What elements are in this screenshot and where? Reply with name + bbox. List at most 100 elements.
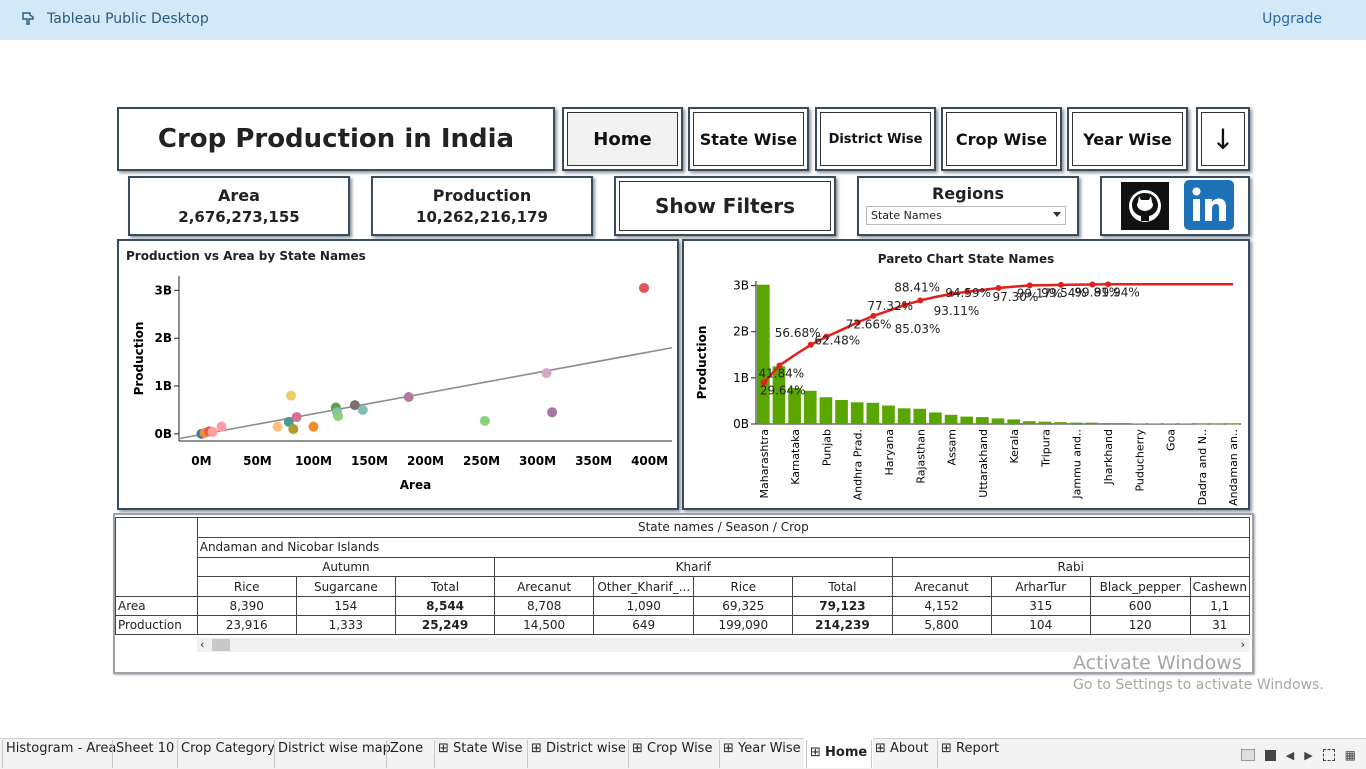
pareto-line-point[interactable] xyxy=(760,379,767,386)
pareto-bar[interactable] xyxy=(866,402,880,424)
pareto-bar[interactable] xyxy=(976,417,989,424)
scatter-point[interactable] xyxy=(403,392,414,402)
github-icon[interactable] xyxy=(1121,182,1169,230)
sheet-tab[interactable]: ⊞ Year Wise xyxy=(723,741,801,756)
pareto-line-point[interactable] xyxy=(964,288,971,295)
scatter-x-tick-label: 150M xyxy=(351,454,388,468)
pareto-bar[interactable] xyxy=(757,284,770,424)
nav-year-wise-button[interactable]: Year Wise xyxy=(1067,107,1188,171)
regions-dropdown[interactable]: State Names xyxy=(866,206,1066,225)
prev-sheet-icon[interactable]: ◀ xyxy=(1285,748,1295,762)
horizontal-scrollbar[interactable]: ‹ › xyxy=(197,638,1249,652)
scatter-point[interactable] xyxy=(216,421,227,432)
scatter-point[interactable] xyxy=(541,368,552,379)
sheet-tab[interactable]: ⊞ Report xyxy=(941,741,999,756)
pareto-bar[interactable] xyxy=(1007,419,1020,424)
pareto-bar[interactable] xyxy=(803,390,817,424)
pareto-line-point[interactable] xyxy=(917,297,924,304)
scroll-right-icon[interactable]: › xyxy=(1240,638,1245,651)
dashboard-icon: ⊞ xyxy=(632,741,648,756)
scrollbar-thumb[interactable] xyxy=(212,639,230,651)
scatter-point[interactable] xyxy=(547,407,558,418)
pareto-bar[interactable] xyxy=(819,397,833,424)
pareto-line-point[interactable] xyxy=(854,319,861,326)
scroll-left-icon[interactable]: ‹ xyxy=(200,638,205,651)
scatter-point[interactable] xyxy=(272,421,283,432)
scatter-point[interactable] xyxy=(286,390,297,401)
pareto-bar[interactable] xyxy=(772,366,786,424)
pareto-bar[interactable] xyxy=(1148,423,1161,425)
pareto-bar[interactable] xyxy=(788,388,801,424)
production-kpi-card: Production 10,262,216,179 xyxy=(371,176,593,236)
pareto-bar[interactable] xyxy=(960,416,974,424)
pareto-bar[interactable] xyxy=(1226,423,1239,425)
pareto-bar[interactable] xyxy=(913,408,927,424)
sheet-tab[interactable]: ⊞ Home xyxy=(804,738,874,768)
scatter-point[interactable] xyxy=(357,404,368,415)
pareto-bar[interactable] xyxy=(1085,422,1099,424)
pareto-bar[interactable] xyxy=(897,408,911,424)
pareto-bar[interactable] xyxy=(1022,421,1036,424)
nav-home-button[interactable]: Home xyxy=(562,107,683,171)
sheet-tab[interactable]: Sheet 10 xyxy=(116,741,174,756)
sheet-tab[interactable]: ⊞ Crop Wise xyxy=(632,741,712,756)
sheet-tab[interactable]: Zone xyxy=(390,741,423,756)
pareto-bar[interactable] xyxy=(835,400,848,424)
show-filters-button[interactable]: Show Filters xyxy=(614,176,836,236)
scatter-point[interactable] xyxy=(638,282,649,293)
pareto-bar[interactable] xyxy=(850,402,864,424)
nav-district-wise-button[interactable]: District Wise xyxy=(815,107,936,171)
pareto-line-point[interactable] xyxy=(901,302,908,309)
pareto-line-point[interactable] xyxy=(1105,281,1112,288)
pareto-line-point[interactable] xyxy=(1058,281,1065,288)
sheet-tab[interactable]: ⊞ District wise xyxy=(531,741,626,756)
pareto-y-axis-title: Production xyxy=(695,326,709,400)
pareto-line-point[interactable] xyxy=(776,362,783,369)
pareto-bar[interactable] xyxy=(1038,421,1052,424)
scatter-point[interactable] xyxy=(288,424,299,435)
scatter-point[interactable] xyxy=(283,416,294,427)
sheet-tab[interactable]: Crop Category xyxy=(181,741,275,756)
pareto-line-point[interactable] xyxy=(948,290,955,297)
down-arrow-button[interactable]: ↓ xyxy=(1196,107,1250,171)
tab-view-icon[interactable] xyxy=(1264,749,1276,761)
pareto-line-point[interactable] xyxy=(807,341,814,348)
nav-state-wise-button[interactable]: State Wise xyxy=(688,107,809,171)
upgrade-link[interactable]: Upgrade xyxy=(1262,11,1322,27)
pareto-line-point[interactable] xyxy=(995,285,1002,292)
fullscreen-icon[interactable] xyxy=(1322,749,1335,761)
pareto-bar[interactable] xyxy=(1163,423,1177,425)
pareto-percent-label: 62.48% xyxy=(814,334,860,348)
filmstrip-view-icon[interactable] xyxy=(1240,749,1255,761)
next-sheet-icon[interactable]: ▶ xyxy=(1304,748,1313,762)
scatter-point[interactable] xyxy=(207,426,218,437)
scatter-point[interactable] xyxy=(333,411,344,422)
pareto-bar[interactable] xyxy=(1195,423,1208,425)
pareto-bar[interactable] xyxy=(1054,422,1067,424)
pareto-bar[interactable] xyxy=(1132,423,1146,425)
sheet-tab[interactable]: Histogram - Area xyxy=(6,741,116,756)
scatter-point[interactable] xyxy=(308,421,319,432)
scatter-point[interactable] xyxy=(479,415,490,426)
pareto-bar[interactable] xyxy=(1210,423,1224,425)
pareto-bar[interactable] xyxy=(1179,423,1193,425)
pareto-bar[interactable] xyxy=(929,412,942,424)
pareto-line-point[interactable] xyxy=(870,312,877,319)
scatter-point[interactable] xyxy=(291,412,302,423)
scatter-point[interactable] xyxy=(349,400,360,411)
pareto-bar[interactable] xyxy=(1069,422,1083,424)
linkedin-icon[interactable] xyxy=(1184,180,1234,230)
pareto-bar[interactable] xyxy=(944,414,958,424)
nav-crop-wise-button[interactable]: Crop Wise xyxy=(941,107,1062,171)
sheet-tab[interactable]: District wise map xyxy=(278,741,391,756)
pareto-bar[interactable] xyxy=(1116,423,1130,424)
pareto-line-point[interactable] xyxy=(823,333,830,340)
grid-view-icon[interactable]: ▦ xyxy=(1344,748,1356,762)
sheet-tab[interactable]: ⊞ State Wise xyxy=(438,741,523,756)
pareto-line-point[interactable] xyxy=(1089,281,1096,288)
sheet-tab[interactable]: ⊞ About xyxy=(875,741,928,756)
pareto-bar[interactable] xyxy=(882,405,895,424)
pareto-bar[interactable] xyxy=(1101,423,1114,424)
pareto-line-point[interactable] xyxy=(1026,282,1033,289)
pareto-bar[interactable] xyxy=(991,418,1005,424)
